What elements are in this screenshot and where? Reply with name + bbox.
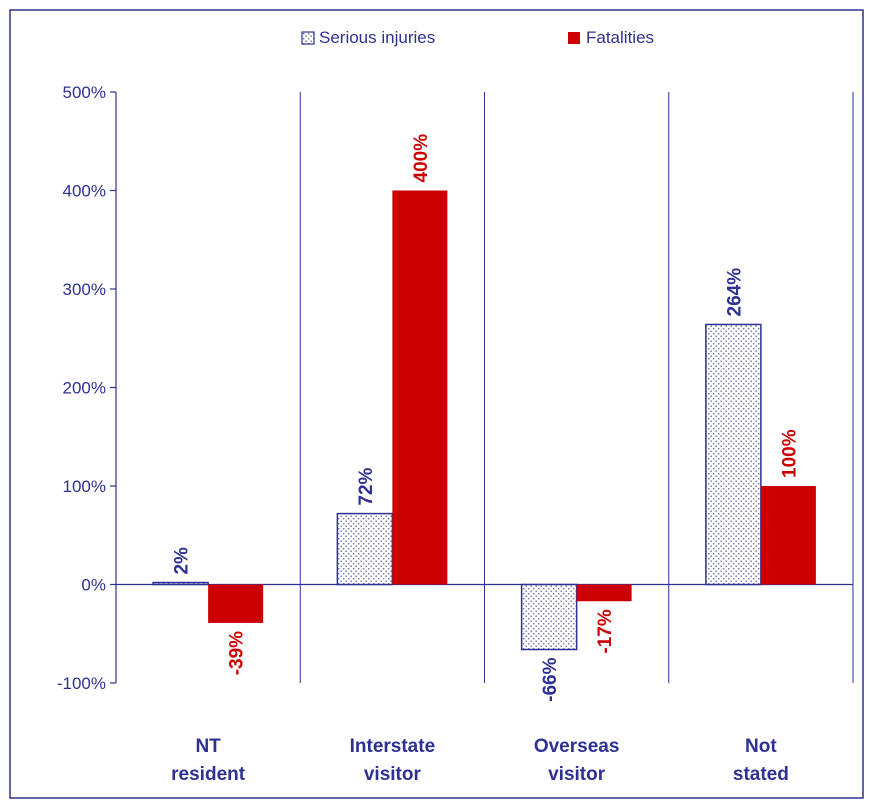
legend-label-serious-injuries: Serious injuries — [319, 28, 435, 47]
data-label-serious-injuries-3: 264% — [724, 268, 745, 317]
data-label-fatalities-0: -39% — [227, 631, 248, 675]
bar-fatalities-1 — [392, 190, 448, 585]
legend-swatch-serious-injuries — [301, 31, 315, 45]
y-tick-label-6: -100% — [57, 674, 106, 693]
data-label-fatalities-3: 100% — [779, 429, 800, 478]
data-label-serious-injuries-0: 2% — [172, 547, 193, 575]
category-label-1-line-1: visitor — [364, 764, 422, 785]
y-tick-label-3: 200% — [63, 379, 106, 398]
category-label-2-line-0: Overseas — [534, 736, 620, 757]
bar-serious-injuries-0 — [152, 581, 209, 586]
bar-fatalities-0 — [208, 584, 264, 623]
y-tick-label-1: 400% — [63, 182, 106, 201]
plot-area: 500% 400% 300% 200% 100% 0% -100% 2% -39% NT resid… — [57, 83, 854, 785]
data-label-serious-injuries-1: 72% — [356, 467, 377, 505]
y-tick-label-2: 300% — [63, 280, 106, 299]
y-tick-label-5: 0% — [81, 576, 106, 595]
data-label-fatalities-2: -17% — [595, 609, 616, 653]
legend-label-fatalities: Fatalities — [586, 28, 654, 47]
category-label-0-line-0: NT — [195, 736, 221, 757]
bar-fatalities-3 — [760, 486, 816, 585]
category-label-3-line-1: stated — [733, 764, 789, 785]
category-label-0-line-1: resident — [171, 764, 246, 785]
data-label-serious-injuries-2: -66% — [540, 657, 561, 701]
bar-fatalities-2 — [576, 584, 632, 602]
category-label-2-line-1: visitor — [548, 764, 606, 785]
category-label-3-line-0: Not — [745, 736, 777, 757]
data-label-fatalities-1: 400% — [411, 134, 432, 183]
bar-serious-injuries-3 — [705, 323, 762, 586]
legend: Serious injuries Fatalities — [301, 28, 654, 47]
y-tick-label-4: 100% — [63, 477, 106, 496]
y-tick-label-0: 500% — [63, 83, 106, 102]
category-label-1-line-0: Interstate — [350, 736, 436, 757]
bar-serious-injuries-2 — [520, 583, 578, 651]
bar-serious-injuries-1 — [336, 512, 394, 586]
legend-swatch-fatalities — [568, 32, 580, 44]
